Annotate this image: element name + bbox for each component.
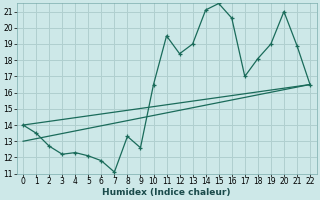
X-axis label: Humidex (Indice chaleur): Humidex (Indice chaleur) [102,188,231,197]
